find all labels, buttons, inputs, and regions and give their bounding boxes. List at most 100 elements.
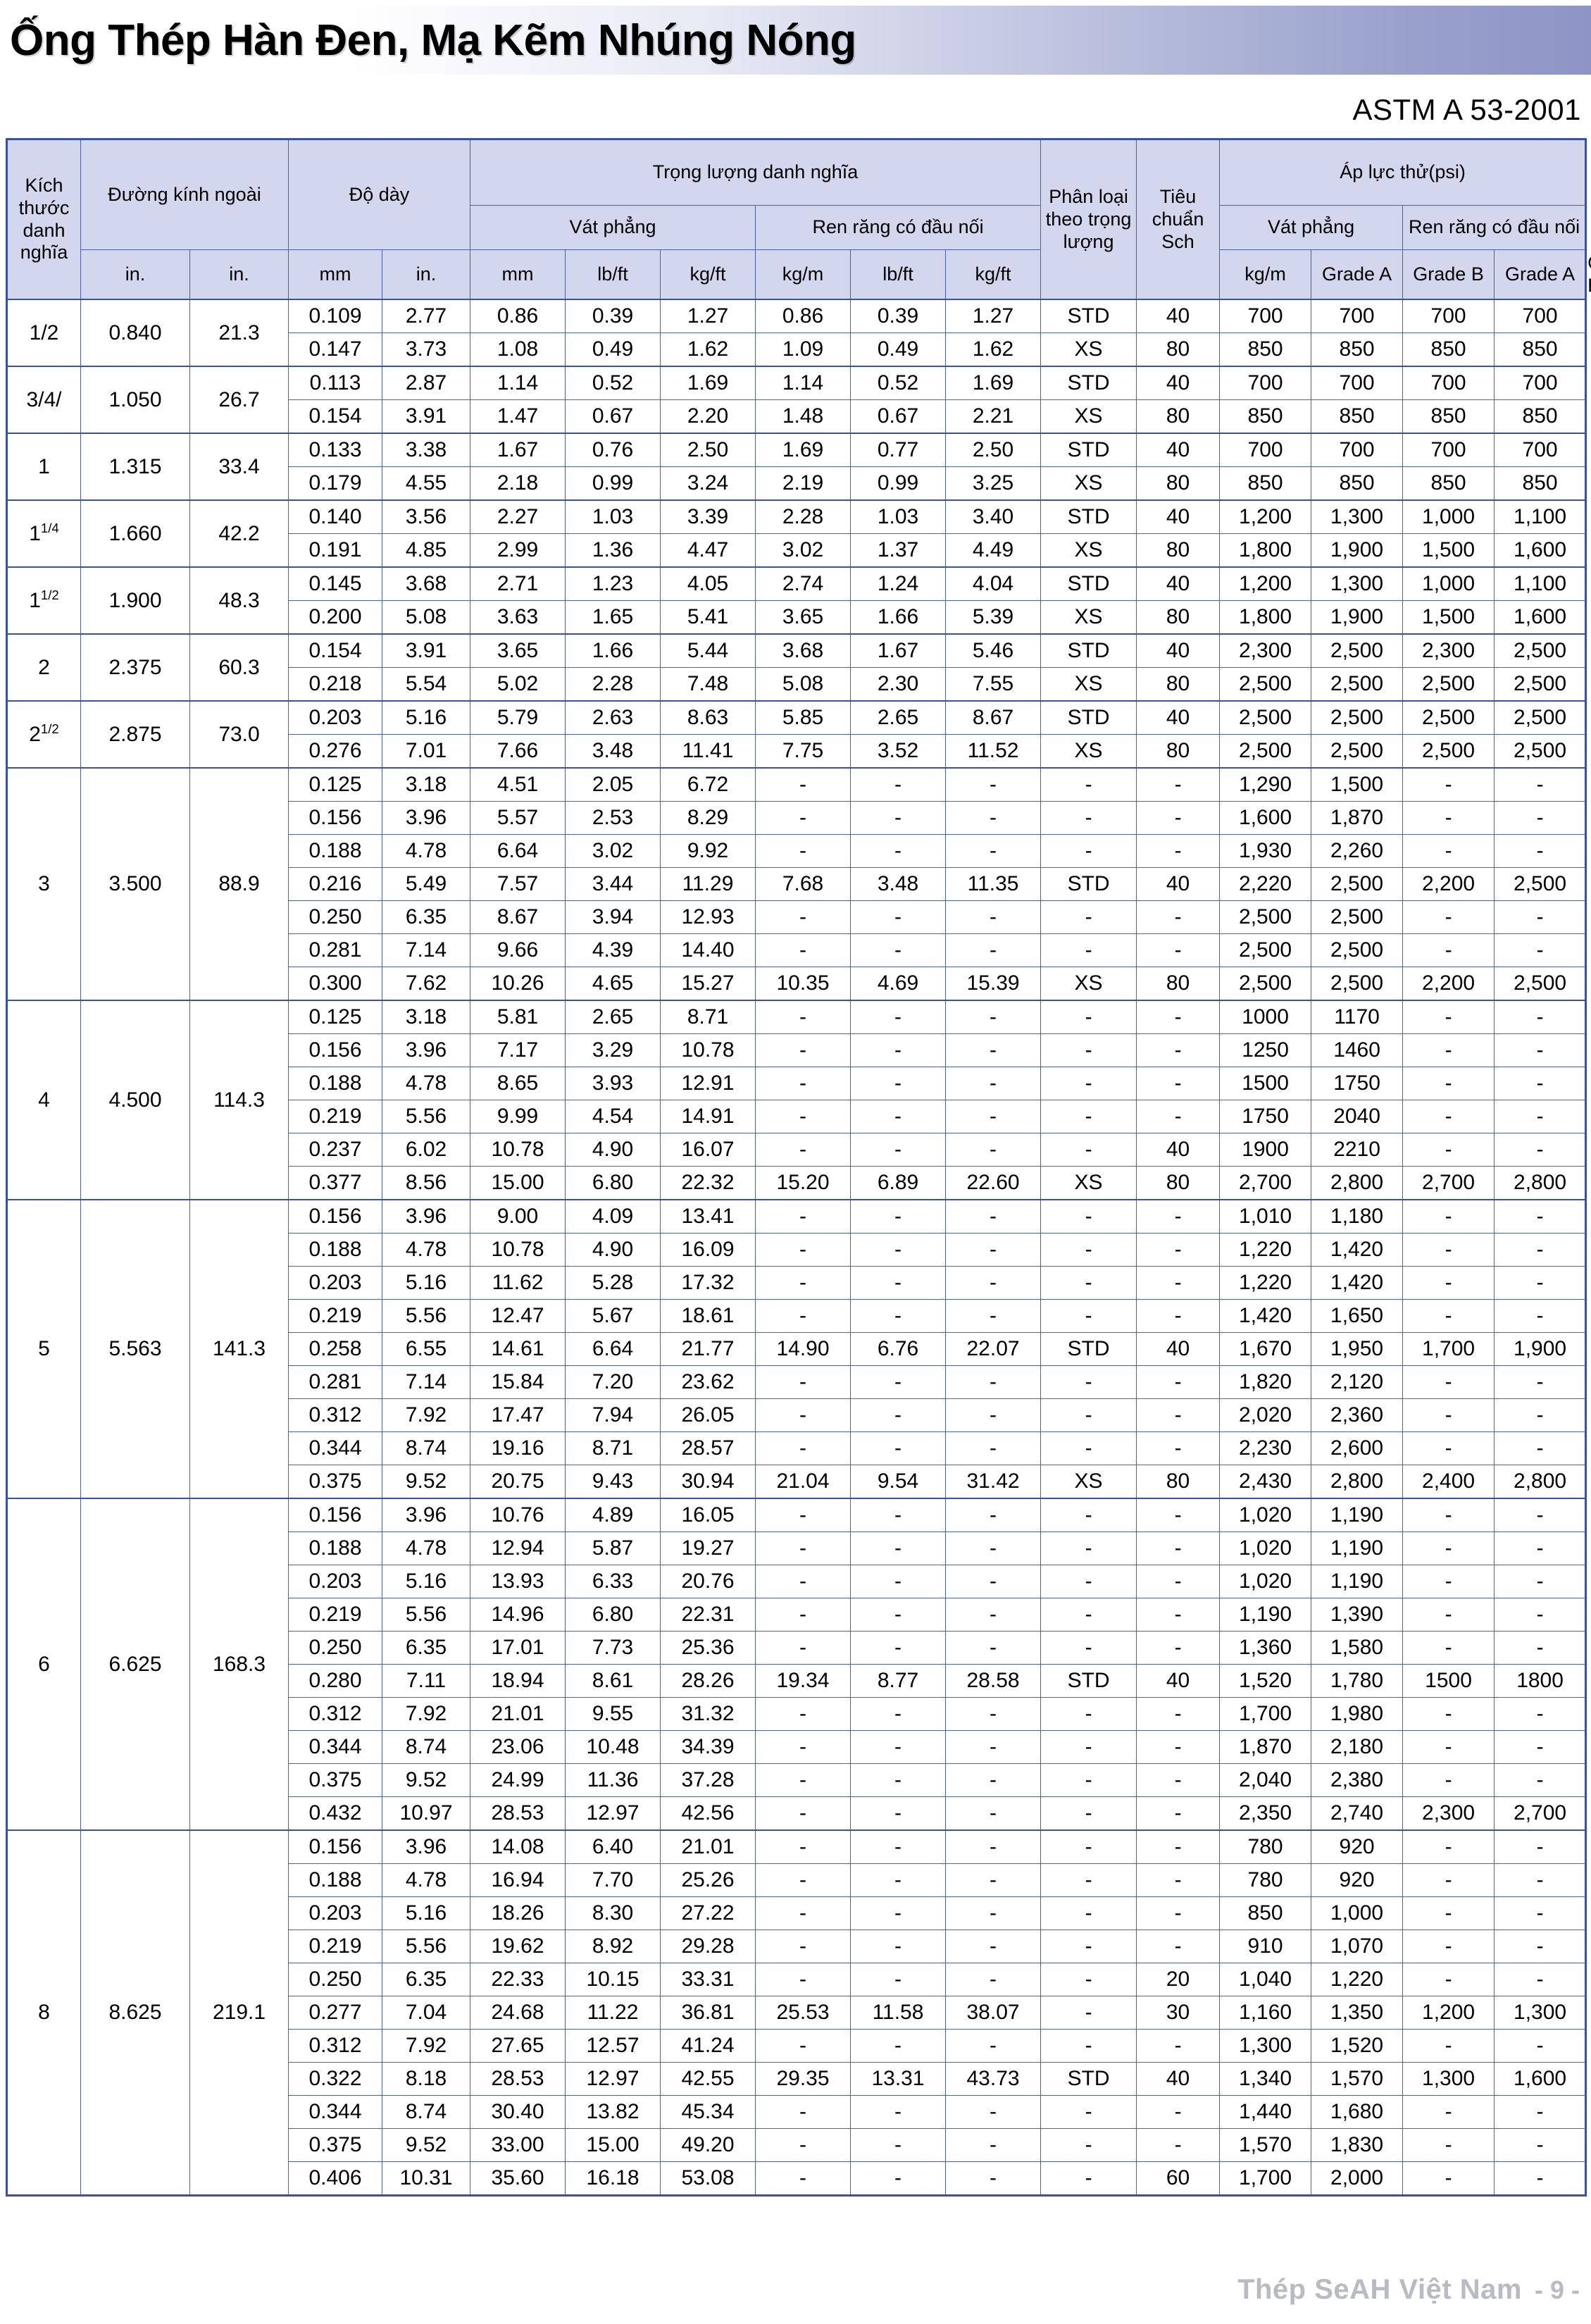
- cell-thickness-in: 0.156: [288, 1498, 383, 1533]
- cell-tc-kgm: -: [945, 1730, 1042, 1765]
- cell-pe-kgft: 9.55: [565, 1697, 661, 1732]
- cell-tc-lbft: -: [755, 1498, 851, 1533]
- cell-tc-lbft: -: [755, 1266, 851, 1300]
- cell-thickness-in: 0.218: [288, 667, 383, 702]
- cell-pe-kgft: 8.92: [565, 1930, 661, 1964]
- table-row: 0.250 6.35 8.67 3.94 12.93- - - - -2,500 2,500- -: [7, 900, 1587, 935]
- cell-pe-kgm: 8.29: [660, 801, 756, 835]
- cell-pressure-grade-a-tc: -: [1402, 2161, 1495, 2196]
- cell-pressure-grade-b-pe: 2,120: [1311, 1365, 1404, 1400]
- cell-pe-lbft: 5.02: [470, 667, 566, 702]
- cell-thickness-in: 0.133: [288, 433, 383, 468]
- cell-nominal-size: 11/4: [6, 499, 81, 568]
- cell-pressure-grade-b-pe: 2040: [1311, 1100, 1404, 1134]
- cell-pressure-grade-b-pe: 700: [1311, 299, 1404, 334]
- table-row: 0.377 8.56 15.00 6.80 22.32 15.20 6.89 22.60 XS 8…: [7, 1166, 1587, 1200]
- cell-pressure-grade-a-pe: 2,500: [1219, 667, 1312, 702]
- cell-pressure-grade-b-tc: -: [1494, 767, 1587, 802]
- cell-schedule: 80: [1136, 1465, 1221, 1499]
- cell-pressure-grade-b-tc: -: [1494, 1963, 1587, 1997]
- cell-pressure-grade-b-pe: 2,500: [1311, 734, 1404, 769]
- cell-pressure-grade-a-tc: -: [1402, 2029, 1495, 2063]
- cell-tc-lbft: 3.68: [755, 633, 851, 669]
- header-unit-thickness-mm: mm: [470, 249, 566, 300]
- cell-thickness-mm: 6.55: [382, 1332, 471, 1367]
- cell-thickness-mm: 3.96: [382, 1199, 471, 1234]
- cell-pressure-grade-a-tc: -: [1402, 1365, 1495, 1400]
- cell-pe-lbft: 28.53: [470, 2062, 566, 2096]
- cell-outside-diameter-mm: 168.3: [189, 1498, 289, 1831]
- cell-tc-kgm: 3.40: [945, 499, 1042, 535]
- cell-thickness-mm: 7.01: [382, 734, 471, 769]
- cell-pressure-grade-a-pe: 1,700: [1219, 1697, 1312, 1732]
- cell-pressure-grade-a-tc: 700: [1402, 299, 1495, 334]
- cell-pressure-grade-a-pe: 1,870: [1219, 1730, 1312, 1765]
- table-row: 0.344 8.74 30.40 13.82 45.34- - - - -1,440 1,680-…: [7, 2095, 1587, 2130]
- cell-pe-kgft: 12.57: [565, 2029, 661, 2063]
- cell-thickness-in: 0.219: [288, 1100, 383, 1134]
- cell-pe-lbft: 6.64: [470, 834, 566, 869]
- cell-thickness-mm: 6.35: [382, 1963, 471, 1997]
- table-row: 0.156 3.96 5.57 2.53 8.29- - - - -1,600 1,870- -: [7, 801, 1587, 835]
- cell-tc-kgm: -: [945, 1266, 1042, 1300]
- cell-pe-kgft: 7.94: [565, 1398, 661, 1433]
- cell-pressure-grade-b-pe: 1,780: [1311, 1664, 1404, 1698]
- cell-tc-kgm: -: [945, 1431, 1042, 1466]
- cell-pe-lbft: 1.67: [470, 433, 566, 468]
- cell-pressure-grade-a-tc: -: [1402, 1067, 1495, 1101]
- cell-thickness-mm: 5.16: [382, 1266, 471, 1300]
- cell-tc-kgm: 4.04: [945, 566, 1042, 602]
- cell-thickness-in: 0.216: [288, 867, 383, 902]
- cell-schedule: -: [1136, 2029, 1221, 2063]
- cell-pe-lbft: 18.94: [470, 1664, 566, 1698]
- cell-pressure-grade-a-pe: 1,930: [1219, 834, 1312, 869]
- cell-weight-class: -: [1040, 1963, 1137, 1997]
- cell-thickness-mm: 3.91: [382, 399, 471, 434]
- cell-thickness-mm: 6.35: [382, 1631, 471, 1665]
- cell-tc-kgm: -: [945, 1598, 1042, 1632]
- cell-tc-kgft: 1.66: [850, 600, 947, 635]
- cell-tc-lbft: 2.19: [755, 466, 851, 501]
- cell-pressure-grade-a-pe: 1,290: [1219, 767, 1312, 802]
- cell-pressure-grade-a-tc: 2,700: [1402, 1166, 1495, 1200]
- cell-tc-kgm: -: [945, 834, 1042, 869]
- cell-pressure-grade-b-pe: 1,830: [1311, 2128, 1404, 2163]
- cell-weight-class: -: [1040, 1431, 1137, 1466]
- table-row: 0.281 7.14 9.66 4.39 14.40- - - - -2,500 2,500- -: [7, 933, 1587, 968]
- pipe-specification-table: Kích thước danh nghĩa Đường kính ngoài Đ…: [6, 138, 1591, 2197]
- table-header: Kích thước danh nghĩa Đường kính ngoài Đ…: [6, 138, 1591, 300]
- cell-tc-lbft: 21.04: [755, 1465, 851, 1499]
- cell-tc-lbft: 5.08: [755, 667, 851, 702]
- cell-pe-kgm: 29.28: [660, 1930, 756, 1964]
- cell-pe-lbft: 2.71: [470, 566, 566, 602]
- cell-pe-lbft: 17.47: [470, 1398, 566, 1433]
- cell-pressure-grade-a-tc: 2,200: [1402, 867, 1495, 902]
- table-row: 0.406 10.31 35.60 16.18 53.08- - - -60 1,700 2,00…: [7, 2161, 1587, 2196]
- cell-pressure-grade-a-pe: 1,200: [1219, 566, 1312, 602]
- cell-pressure-grade-b-pe: 2,740: [1311, 1796, 1404, 1831]
- cell-tc-kgm: 2.21: [945, 399, 1042, 434]
- cell-thickness-mm: 7.11: [382, 1664, 471, 1698]
- cell-pe-kgft: 0.52: [565, 366, 661, 401]
- cell-schedule: -: [1136, 1763, 1221, 1798]
- cell-tc-kgm: -: [945, 1033, 1042, 1068]
- cell-thickness-mm: 3.96: [382, 1829, 471, 1865]
- cell-pe-kgm: 42.55: [660, 2062, 756, 2096]
- cell-tc-kgm: -: [945, 2095, 1042, 2130]
- cell-tc-lbft: 1.09: [755, 333, 851, 367]
- cell-tc-lbft: -: [755, 1365, 851, 1400]
- cell-pressure-grade-b-tc: 1800: [1494, 1664, 1587, 1698]
- cell-tc-kgft: -: [850, 1531, 947, 1566]
- table-row: 0.179 4.55 2.18 0.99 3.24 2.19 0.99 3.25 XS 80 850…: [7, 466, 1587, 501]
- cell-pe-lbft: 2.99: [470, 533, 566, 568]
- cell-pressure-grade-a-pe: 1,520: [1219, 1664, 1312, 1698]
- cell-pressure-grade-b-pe: 2,500: [1311, 867, 1404, 902]
- cell-tc-kgm: 22.07: [945, 1332, 1042, 1367]
- cell-tc-kgft: -: [850, 1100, 947, 1134]
- header-unit-thickness-in: in.: [382, 249, 471, 300]
- table-row: 0.188 4.78 8.65 3.93 12.91- - - - -1500 1750- -: [7, 1067, 1587, 1101]
- table-row: 0.219 5.56 12.47 5.67 18.61- - - - -1,420 1,650- -: [7, 1299, 1587, 1334]
- cell-pe-kgft: 4.90: [565, 1233, 661, 1267]
- cell-tc-lbft: -: [755, 1829, 851, 1865]
- cell-pressure-grade-b-tc: -: [1494, 2128, 1587, 2163]
